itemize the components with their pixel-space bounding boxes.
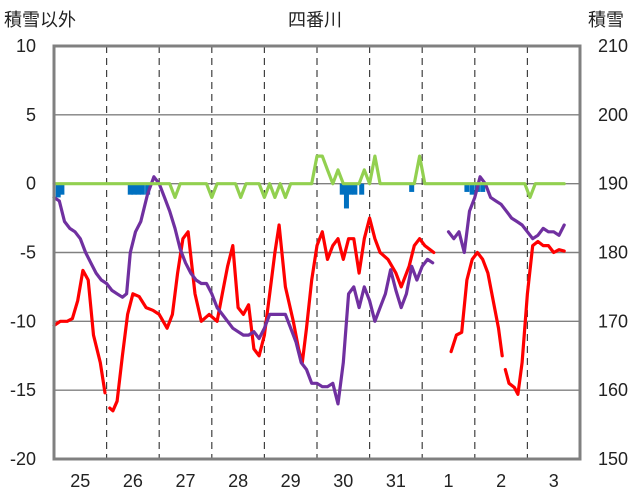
precip-bar [464, 183, 470, 192]
precip-bar [131, 183, 137, 195]
precip-bar [135, 183, 141, 195]
y-left-tick-label: -5 [20, 243, 36, 263]
grid [54, 46, 580, 459]
x-tick-label: 26 [123, 471, 143, 491]
x-tick-label: 30 [333, 471, 353, 491]
y-right-tick-label: 200 [598, 105, 628, 125]
left-axis-label: 積雪以外 [4, 10, 76, 30]
precip-bar [480, 183, 486, 192]
precip-bar [59, 183, 65, 195]
y-right-tick-label: 160 [598, 380, 628, 400]
series-line-2 [52, 154, 566, 199]
precip-bar [343, 183, 349, 209]
y-left-tick-label: -20 [10, 449, 36, 469]
precip-bar [359, 183, 365, 195]
precip-bar [469, 183, 475, 195]
y-right-tick-label: 150 [598, 449, 628, 469]
y-right-tick-label: 170 [598, 311, 628, 331]
series-line-0 [52, 216, 566, 413]
series-lines [52, 154, 566, 413]
x-tick-label: 27 [175, 471, 195, 491]
y-left-tick-label: -15 [10, 380, 36, 400]
y-left-tick-label: -10 [10, 311, 36, 331]
precip-bar [348, 183, 354, 195]
precip-bar [139, 183, 145, 195]
y-right-tick-label: 180 [598, 243, 628, 263]
precip-bar [409, 183, 415, 192]
y-left-tick-label: 0 [26, 174, 36, 194]
y-left-tick-label: 10 [16, 36, 36, 56]
y-right-tick-label: 210 [598, 36, 628, 56]
plot-frame [52, 44, 582, 461]
y-right-tick-label: 190 [598, 174, 628, 194]
x-tick-label: 3 [549, 471, 559, 491]
precip-bar [127, 183, 133, 195]
x-tick-label: 28 [228, 471, 248, 491]
precip-bar [55, 183, 61, 198]
precip-bar [145, 183, 151, 195]
x-tick-label: 31 [386, 471, 406, 491]
x-tick-label: 29 [281, 471, 301, 491]
tick-labels: 10 5 0 -5 -10 -15 -20 210 200 190 180 170 160 150 25 26… [10, 36, 628, 491]
series-line-1 [52, 175, 566, 406]
right-axis-label: 積雪 [588, 10, 624, 30]
x-tick-label: 2 [496, 471, 506, 491]
y-left-tick-label: 5 [26, 105, 36, 125]
chart-title: 四番川 [288, 10, 342, 30]
x-tick-label: 25 [70, 471, 90, 491]
precip-bar [339, 183, 345, 195]
precip-bar [352, 183, 358, 195]
x-tick-label: 1 [443, 471, 453, 491]
